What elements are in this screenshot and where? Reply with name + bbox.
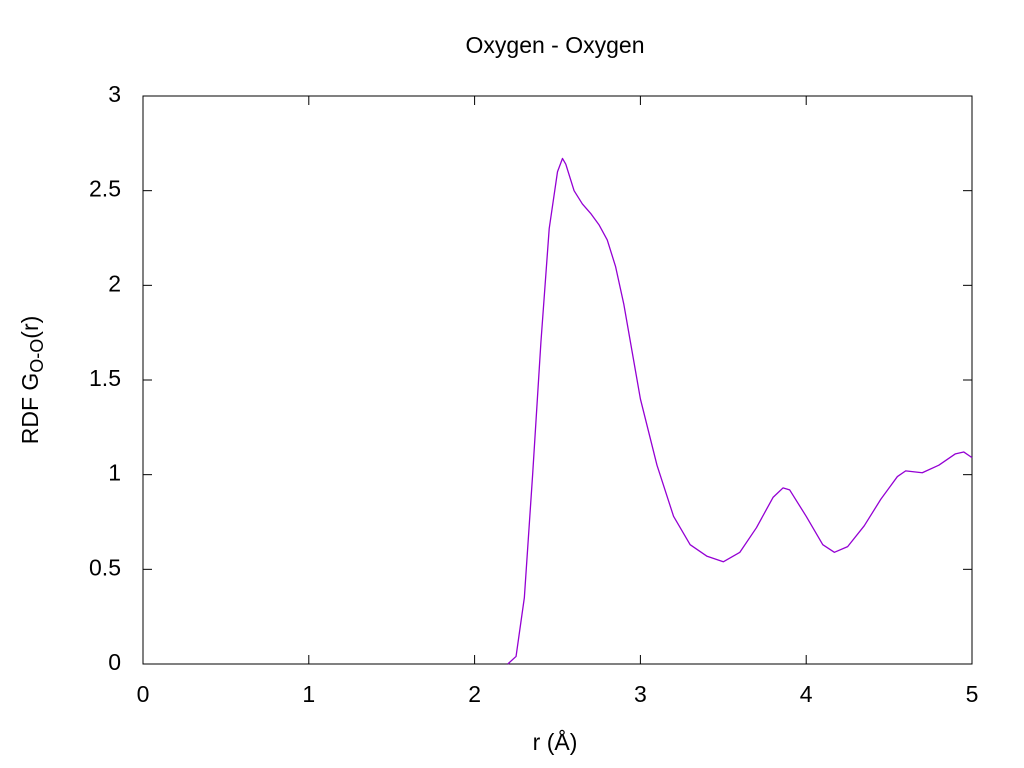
x-tick-label: 0 [137, 681, 150, 707]
x-tick-label: 5 [966, 681, 979, 707]
y-tick-label: 3 [108, 81, 121, 107]
y-tick-label: 0 [108, 649, 121, 675]
x-tick-label: 3 [634, 681, 647, 707]
x-tick-label: 2 [468, 681, 481, 707]
y-label-suffix: (r) [17, 316, 43, 339]
y-label-main: RDF G [17, 373, 43, 445]
y-tick-label: 1 [108, 460, 121, 486]
x-tick-label: 1 [302, 681, 315, 707]
y-tick-label: 0.5 [89, 554, 121, 580]
x-tick-label: 4 [800, 681, 813, 707]
y-tick-label: 2 [108, 270, 121, 296]
data-line [507, 157, 973, 665]
y-tick-label: 2.5 [89, 176, 121, 202]
y-tick-label: 1.5 [89, 365, 121, 391]
y-axis-label: RDF GO-O(r) [17, 316, 47, 445]
x-axis-label: r (Å) [533, 728, 578, 755]
y-label-subscript: O-O [27, 339, 47, 373]
chart-title: Oxygen - Oxygen [466, 32, 645, 58]
